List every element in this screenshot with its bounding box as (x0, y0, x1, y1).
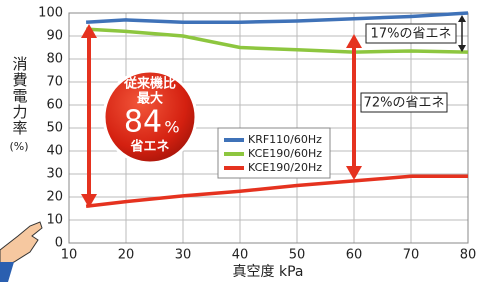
y-tick-label: 70 (46, 75, 63, 90)
x-tick-label: 30 (175, 248, 192, 263)
x-axis-title: 真空度 kPa (233, 264, 304, 280)
x-tick-label: 70 (403, 248, 420, 263)
x-tick-label: 40 (232, 248, 249, 263)
y-tick-label: 50 (46, 121, 63, 136)
badge-text: 省エネ (129, 139, 169, 155)
annotation: 17%の省エネ (371, 27, 452, 42)
pointing-hand (0, 222, 42, 282)
x-tick-label: 50 (289, 248, 306, 263)
y-tick-label: 100 (38, 6, 63, 21)
legend-label: KRF110/60Hz (248, 133, 322, 146)
badge-number: 84 (124, 105, 162, 140)
x-tick-label: 60 (346, 248, 363, 263)
y-tick-label: 10 (46, 213, 63, 228)
small-arrow (458, 15, 466, 52)
y-tick-label: 40 (46, 144, 63, 159)
y-axis-title: 消費電力率 (11, 56, 29, 136)
y-axis-unit: (%) (9, 140, 28, 153)
y-tick-label: 80 (46, 52, 63, 67)
y-tick-label: 20 (46, 190, 63, 205)
chart: 17%の省エネ 72%の省エネ 従来機比 最大 84 % 省エネ KRF110/… (0, 0, 495, 282)
badge-unit: % (164, 118, 179, 137)
y-tick-label: 30 (46, 167, 63, 182)
y-tick-label: 90 (46, 29, 63, 44)
x-tick-label: 10 (61, 248, 78, 263)
badge-text: 従来機比 (123, 76, 176, 92)
x-tick-label: 20 (118, 248, 135, 263)
legend-label: KCE190/60Hz (248, 147, 322, 160)
legend-label: KCE190/20Hz (248, 161, 322, 174)
y-tick-label: 60 (46, 98, 63, 113)
x-tick-label: 80 (460, 248, 477, 263)
annotation: 72%の省エネ (364, 96, 445, 111)
